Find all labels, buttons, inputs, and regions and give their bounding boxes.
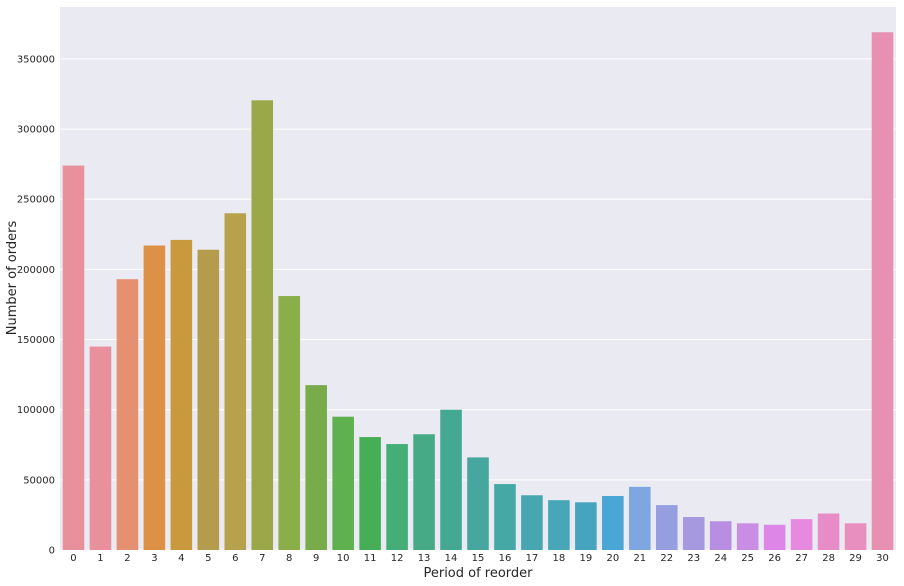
bar-2 <box>116 279 139 550</box>
x-tick-label: 21 <box>633 553 646 564</box>
y-tick-label: 100000 <box>17 405 55 416</box>
bar-20 <box>602 495 624 550</box>
x-tick-label: 8 <box>286 553 292 564</box>
x-tick-label: 11 <box>364 553 377 564</box>
x-axis-title: Period of reorder <box>423 566 533 581</box>
x-tick-label: 6 <box>232 553 238 564</box>
x-tick-label: 27 <box>795 553 808 564</box>
bar-8 <box>278 296 301 550</box>
x-tick-label: 24 <box>714 553 727 564</box>
bar-6 <box>224 213 247 551</box>
x-tick-label: 16 <box>499 553 512 564</box>
bar-18 <box>548 500 570 550</box>
bar-9 <box>305 385 327 550</box>
bar-22 <box>655 505 678 550</box>
bar-1 <box>89 346 112 550</box>
x-tick-label: 10 <box>337 553 350 564</box>
x-tick-label: 5 <box>205 553 211 564</box>
y-tick-labels: 0 50000 100000 150000 200000 250000 300000 3500… <box>17 54 55 556</box>
bar-0 <box>62 165 85 550</box>
y-axis-title: Number of orders <box>5 221 20 336</box>
x-tick-label: 3 <box>151 553 157 564</box>
x-tick-label: 18 <box>553 553 566 564</box>
x-tick-label: 12 <box>391 553 404 564</box>
y-tick-label: 350000 <box>17 54 55 65</box>
x-tick-label: 23 <box>687 553 700 564</box>
bar-11 <box>359 437 381 550</box>
bar-7 <box>251 100 274 550</box>
y-tick-label: 300000 <box>17 125 55 136</box>
bar-10 <box>332 416 354 550</box>
y-tick-label: 50000 <box>23 475 55 486</box>
x-tick-label: 9 <box>313 553 319 564</box>
x-tick-label: 13 <box>418 553 431 564</box>
bar-4 <box>170 239 193 550</box>
x-tick-label: 14 <box>445 553 458 564</box>
y-tick-label: 200000 <box>17 265 55 276</box>
x-tick-label: 26 <box>768 553 781 564</box>
x-tick-label: 20 <box>606 553 619 564</box>
x-tick-label: 19 <box>580 553 593 564</box>
bar-26 <box>763 524 786 550</box>
bar-19 <box>575 502 597 550</box>
x-tick-label: 29 <box>849 553 862 564</box>
x-tick-label: 4 <box>178 553 184 564</box>
bar-21 <box>629 486 651 550</box>
bars <box>62 32 894 551</box>
bar-29 <box>844 523 867 550</box>
bar-3 <box>143 245 166 550</box>
bar-12 <box>386 444 408 550</box>
bar-28 <box>817 513 840 550</box>
y-tick-label: 150000 <box>17 335 55 346</box>
x-tick-label: 7 <box>259 553 265 564</box>
bar-13 <box>413 434 435 550</box>
bar-27 <box>790 519 813 550</box>
x-tick-label: 0 <box>70 553 76 564</box>
x-tick-label: 25 <box>741 553 754 564</box>
x-tick-label: 15 <box>472 553 485 564</box>
x-tick-label: 22 <box>660 553 673 564</box>
bar-15 <box>467 457 489 550</box>
bar-17 <box>521 495 543 550</box>
x-tick-label: 2 <box>124 553 130 564</box>
x-tick-label: 30 <box>876 553 889 564</box>
bar-30 <box>871 32 894 551</box>
x-tick-label: 28 <box>822 553 835 564</box>
bar-23 <box>682 517 705 550</box>
bar-5 <box>197 249 220 550</box>
bar-16 <box>494 484 516 550</box>
y-tick-label: 0 <box>49 546 55 557</box>
x-tick-label: 1 <box>97 553 103 564</box>
x-tick-label: 17 <box>526 553 539 564</box>
y-tick-label: 250000 <box>17 195 55 206</box>
x-tick-labels: 0 1 2 3 4 5 6 7 8 9 10 11 12 13 14 15 16 17 18 19 20 21 22 23 24… <box>70 553 889 564</box>
bar-14 <box>440 409 462 550</box>
bar-25 <box>736 523 759 550</box>
bar-24 <box>709 521 732 550</box>
